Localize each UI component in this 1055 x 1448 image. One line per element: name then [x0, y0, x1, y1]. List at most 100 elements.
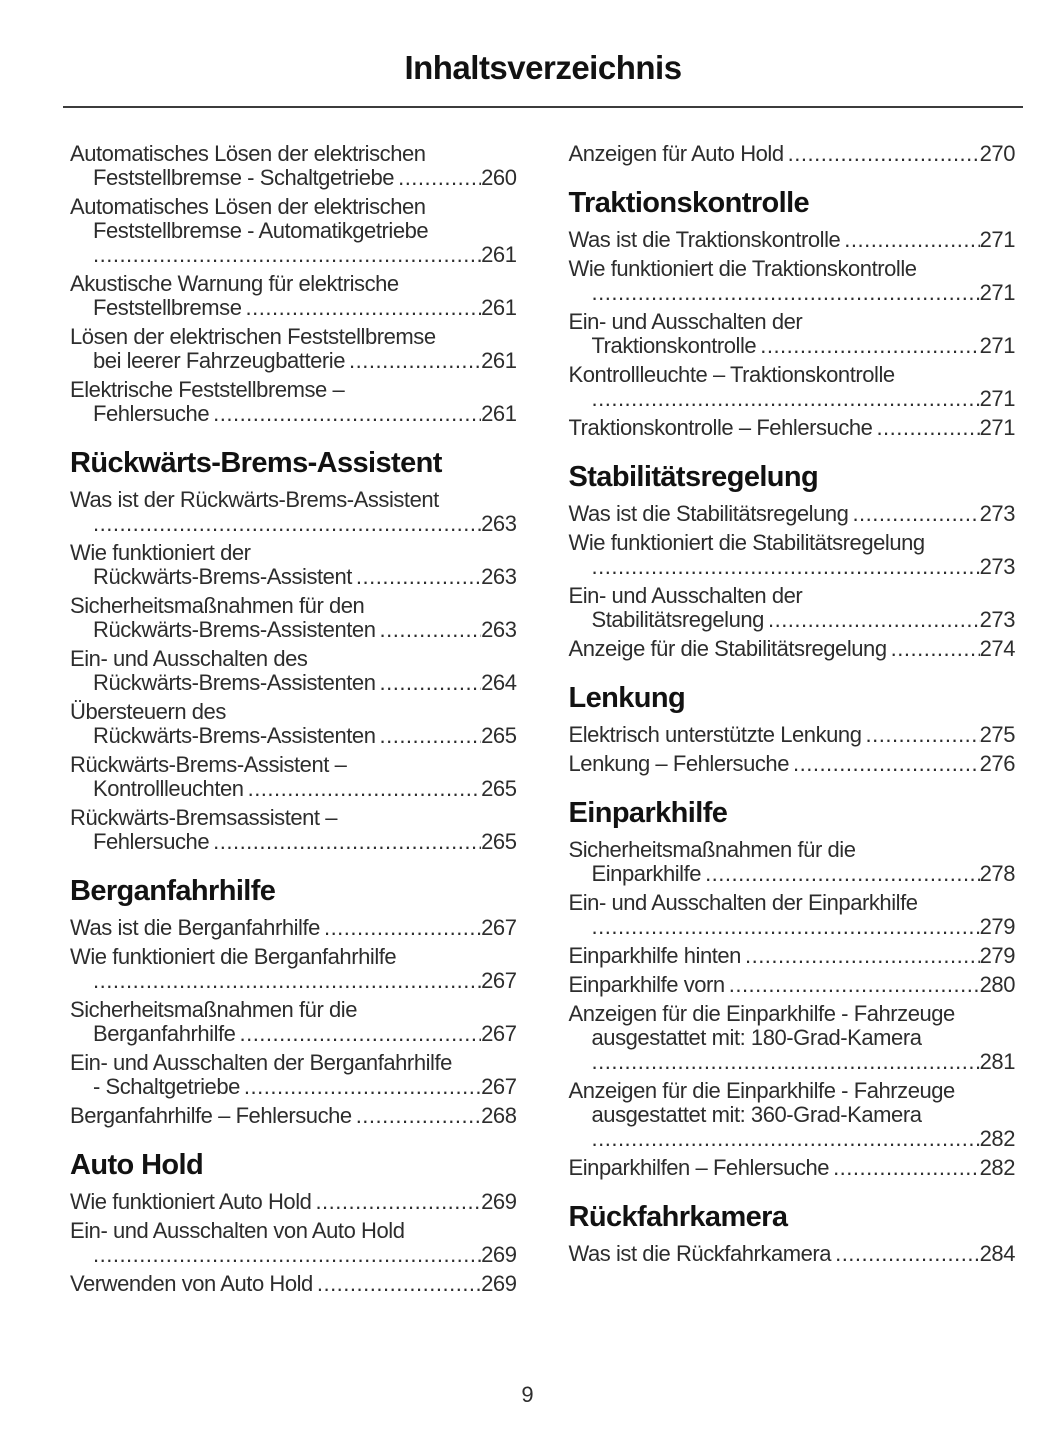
toc-entry[interactable]: Berganfahrhilfe – Fehlersuche 268 — [70, 1104, 517, 1128]
toc-entry[interactable]: Lenkung – Fehlersuche 276 — [569, 752, 1016, 776]
page-ref: 279 — [979, 914, 1016, 939]
title-divider — [63, 106, 1023, 108]
dot-leader — [844, 228, 979, 252]
toc-entry[interactable]: Ein- und Ausschalten der Einparkhilfe 279 — [569, 891, 1016, 939]
page-ref: 265 — [481, 723, 517, 748]
toc-entry-text: Traktionskontrolle – Fehlersuche — [568, 415, 873, 440]
toc-entry[interactable]: Einparkhilfen – Fehlersuche 282 — [569, 1156, 1016, 1180]
toc-entry[interactable]: Wie funktioniert die Traktionskontrolle 2… — [569, 257, 1016, 305]
toc-entry-text: Fehlersuche — [93, 829, 210, 854]
page-ref: 267 — [481, 1021, 517, 1046]
toc-entry[interactable]: Wie funktioniert der Rückwärts-Brems-Assi… — [70, 541, 517, 589]
toc-entry[interactable]: Anzeigen für Auto Hold 270 — [569, 142, 1016, 166]
toc-entry-text: ausgestattet mit: 360-Grad-Kamera — [591, 1102, 922, 1127]
toc-entry[interactable]: Automatisches Lösen der elektrischen Fest… — [70, 195, 517, 267]
toc-entry-text: Anzeige für die Stabilitätsregelung — [568, 636, 888, 661]
toc-entry[interactable]: Ein- und Ausschalten der Berganfahrhilfe… — [70, 1051, 517, 1099]
page-ref: 282 — [979, 1126, 1016, 1151]
toc-entry-text: Einparkhilfe vorn — [568, 972, 726, 997]
toc-entry-text: Wie funktioniert die Berganfahrhilfe — [70, 944, 397, 969]
section-heading: Berganfahrhilfe — [70, 875, 276, 907]
dot-leader — [398, 166, 481, 190]
dot-leader — [866, 723, 980, 747]
toc-entry[interactable]: Sicherheitsmaßnahmen für den Rückwärts-Br… — [70, 594, 517, 642]
toc-entry-text: Berganfahrhilfe – Fehlersuche — [70, 1103, 352, 1128]
toc-entry-text: Was ist die Stabilitätsregelung — [568, 501, 849, 526]
toc-entry[interactable]: Ein- und Ausschalten von Auto Hold 269 — [70, 1219, 517, 1267]
page-number: 9 — [521, 1382, 534, 1407]
toc-entry[interactable]: Sicherheitsmaßnahmen für die Berganfahrhi… — [70, 998, 517, 1046]
toc-entry-text: Anzeigen für die Einparkhilfe - Fahrzeug… — [568, 1078, 956, 1103]
toc-entry-text: Ein- und Ausschalten der Einparkhilfe — [568, 890, 918, 915]
toc-entry[interactable]: Anzeigen für die Einparkhilfe - Fahrzeug… — [569, 1079, 1016, 1151]
toc-entry-text: Lenkung – Fehlersuche — [568, 751, 790, 776]
toc-entry[interactable]: Ein- und Ausschalten der Stabilitätsregel… — [569, 584, 1016, 632]
toc-entry[interactable]: Einparkhilfe hinten 279 — [569, 944, 1016, 968]
toc-entry[interactable]: Automatisches Lösen der elektrischen Fest… — [70, 142, 517, 190]
page-ref: 279 — [979, 943, 1016, 968]
page-ref: 261 — [481, 348, 517, 373]
toc-entry[interactable]: Traktionskontrolle – Fehlersuche 271 — [569, 416, 1016, 440]
dot-leader — [592, 1050, 980, 1074]
toc-entry[interactable]: Ein- und Ausschalten des Rückwärts-Brems-… — [70, 647, 517, 695]
section-heading: Rückfahrkamera — [568, 1201, 788, 1233]
toc-entry[interactable]: Anzeigen für die Einparkhilfe - Fahrzeug… — [569, 1002, 1016, 1074]
toc-entry[interactable]: Sicherheitsmaßnahmen für die Einparkhilfe… — [569, 838, 1016, 886]
page-ref: 265 — [481, 776, 517, 801]
toc-entry-text: Feststellbremse - Schaltgetriebe — [93, 165, 395, 190]
toc-entry-text: ausgestattet mit: 180-Grad-Kamera — [591, 1025, 922, 1050]
toc-entry-text: Verwenden von Auto Hold — [70, 1271, 313, 1296]
toc-entry-text: Kontrollleuchten — [93, 776, 244, 801]
toc-entry-text: Ein- und Ausschalten von Auto Hold — [70, 1218, 405, 1243]
toc-entry-text: Ein- und Ausschalten der Berganfahrhilfe — [70, 1050, 452, 1075]
page-ref: 270 — [979, 141, 1016, 166]
toc-entry[interactable]: Wie funktioniert die Stabilitätsregelung… — [569, 531, 1016, 579]
toc-entry[interactable]: Was ist der Rückwärts-Brems-Assistent 263 — [70, 488, 517, 536]
toc-entry[interactable]: Elektrisch unterstützte Lenkung 275 — [569, 723, 1016, 747]
toc-entry[interactable]: Was ist die Stabilitätsregelung 273 — [569, 502, 1016, 526]
toc-entry[interactable]: Einparkhilfe vorn 280 — [569, 973, 1016, 997]
toc-entry[interactable]: Akustische Warnung für elektrische Festst… — [70, 272, 517, 320]
toc-entry-text: Einparkhilfe — [591, 861, 702, 886]
section-heading: Lenkung — [568, 682, 686, 714]
manual-toc-page: Inhaltsverzeichnis Automatisches Lösen d… — [0, 0, 1055, 1301]
toc-entry-text: Berganfahrhilfe — [93, 1021, 236, 1046]
page-ref: 269 — [481, 1242, 517, 1267]
dot-leader — [356, 1104, 481, 1128]
toc-entry-text: Rückwärts-Brems-Assistenten — [93, 723, 376, 748]
toc-entry[interactable]: Was ist die Traktionskontrolle 271 — [569, 228, 1016, 252]
toc-entry[interactable]: Wie funktioniert Auto Hold 269 — [70, 1190, 517, 1214]
toc-column: Automatisches Lösen der elektrischen Fest… — [70, 142, 517, 1301]
toc-entry-text: Sicherheitsmaßnahmen für die — [568, 837, 856, 862]
toc-entry[interactable]: Rückwärts-Bremsassistent –Fehlersuche 265 — [70, 806, 517, 854]
dot-leader — [705, 862, 980, 886]
toc-entry-text: Stabilitätsregelung — [591, 607, 765, 632]
toc-entry-text: Lösen der elektrischen Feststellbremse — [70, 324, 436, 349]
page-ref: 271 — [979, 280, 1016, 305]
toc-entry-text: Sicherheitsmaßnahmen für den — [70, 593, 365, 618]
page-ref: 269 — [481, 1189, 517, 1214]
dot-leader — [592, 387, 980, 411]
toc-entry[interactable]: Was ist die Berganfahrhilfe 267 — [70, 916, 517, 940]
dot-leader — [317, 1272, 481, 1296]
toc-entry[interactable]: Anzeige für die Stabilitätsregelung 274 — [569, 637, 1016, 661]
dot-leader — [356, 565, 481, 589]
toc-entry[interactable]: Rückwärts-Brems-Assistent – Kontrollleuch… — [70, 753, 517, 801]
toc-entry-text: Einparkhilfe hinten — [568, 943, 742, 968]
toc-entry[interactable]: Lösen der elektrischen Feststellbremse be… — [70, 325, 517, 373]
page-ref: 267 — [481, 915, 517, 940]
page-ref: 278 — [979, 861, 1016, 886]
toc-entry[interactable]: Was ist die Rückfahrkamera 284 — [569, 1242, 1016, 1266]
toc-entry[interactable]: Kontrollleuchte – Traktionskontrolle 271 — [569, 363, 1016, 411]
dot-leader — [93, 1243, 481, 1267]
toc-entry-text: Anzeigen für die Einparkhilfe - Fahrzeug… — [568, 1001, 956, 1026]
toc-entry[interactable]: Elektrische Feststellbremse – Fehlersuche… — [70, 378, 517, 426]
toc-entry[interactable]: Übersteuern des Rückwärts-Brems-Assistent… — [70, 700, 517, 748]
toc-entry[interactable]: Ein- und Ausschalten der Traktionskontrol… — [569, 310, 1016, 358]
toc-entry-text: Fehlersuche — [93, 401, 210, 426]
toc-entry[interactable]: Wie funktioniert die Berganfahrhilfe 267 — [70, 945, 517, 993]
page-ref: 271 — [979, 415, 1016, 440]
toc-entry[interactable]: Verwenden von Auto Hold 269 — [70, 1272, 517, 1296]
dot-leader — [379, 724, 481, 748]
dot-leader — [852, 502, 979, 526]
